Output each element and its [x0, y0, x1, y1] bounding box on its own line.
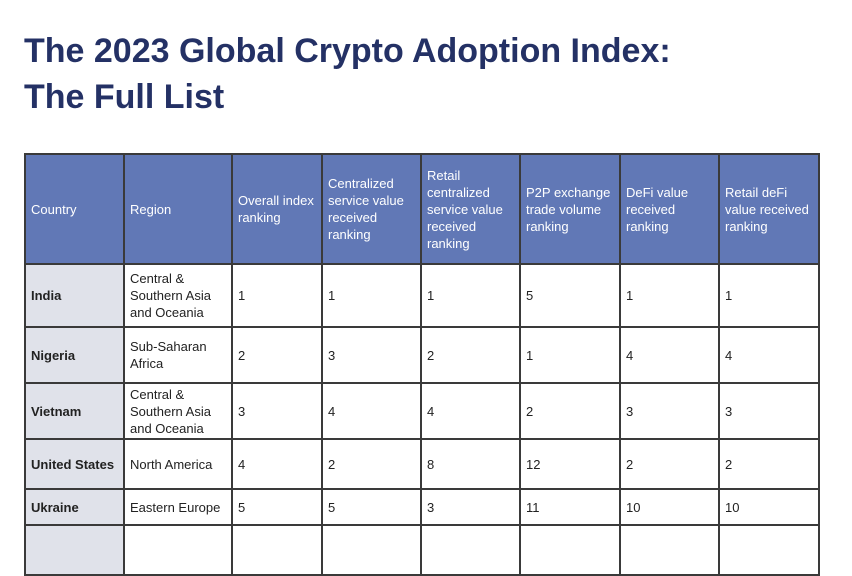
table-cell: 2	[231, 326, 323, 384]
table-cell: 10	[619, 488, 720, 526]
column-header: Region	[123, 153, 233, 265]
column-header: Retail centralized service value receive…	[420, 153, 521, 265]
country-cell: United States	[24, 438, 125, 490]
table-cell: 2	[619, 438, 720, 490]
table-cell: 4	[231, 438, 323, 490]
table-cell: 1	[519, 326, 621, 384]
country-cell: Ukraine	[24, 488, 125, 526]
page-title: The 2023 Global Crypto Adoption Index: T…	[24, 28, 671, 120]
table-cell	[519, 524, 621, 576]
country-cell: Nigeria	[24, 326, 125, 384]
table-row: Ukraine Eastern Europe 5 5 3 11 10 10	[24, 488, 820, 526]
column-header: Retail deFi value received ranking	[718, 153, 820, 265]
table-row: Nigeria Sub-Saharan Africa 2 3 2 1 4 4	[24, 326, 820, 384]
table-cell: 1	[619, 263, 720, 328]
table-cell	[420, 524, 521, 576]
page: The 2023 Global Crypto Adoption Index: T…	[24, 28, 820, 576]
table-body: India Central & Southern Asia and Oceania…	[24, 263, 820, 576]
table-cell: 1	[321, 263, 422, 328]
title-line: The Full List	[24, 78, 225, 116]
table-cell: 1	[718, 263, 820, 328]
table-cell: 5	[231, 488, 323, 526]
adoption-table: Country Region Overall index ranking Centra…	[24, 153, 820, 576]
table-cell: Eastern Europe	[123, 488, 233, 526]
table-cell: 3	[619, 382, 720, 440]
header-row: Country Region Overall index ranking Centra…	[24, 153, 820, 265]
table-cell: Sub-Saharan Africa	[123, 326, 233, 384]
table-cell: Central & Southern Asia and Oceania	[123, 382, 233, 440]
table-cell	[24, 524, 125, 576]
table-cell: 3	[420, 488, 521, 526]
table-cell: 3	[718, 382, 820, 440]
table-cell	[123, 524, 233, 576]
column-header: Country	[24, 153, 125, 265]
table-cell	[321, 524, 422, 576]
table-cell: 4	[420, 382, 521, 440]
column-header: Centralized service value received ranki…	[321, 153, 422, 265]
table-cell: 5	[321, 488, 422, 526]
table-cell: 5	[519, 263, 621, 328]
country-cell: Vietnam	[24, 382, 125, 440]
table-row	[24, 524, 820, 576]
table-cell: 2	[321, 438, 422, 490]
table-cell: 4	[321, 382, 422, 440]
table-cell: 2	[718, 438, 820, 490]
table-cell: 11	[519, 488, 621, 526]
table-row: India Central & Southern Asia and Oceania…	[24, 263, 820, 328]
table-cell: 2	[519, 382, 621, 440]
table-cell: 8	[420, 438, 521, 490]
table-row: Vietnam Central & Southern Asia and Ocean…	[24, 382, 820, 440]
table-cell: North America	[123, 438, 233, 490]
table-cell	[619, 524, 720, 576]
table-cell: 4	[718, 326, 820, 384]
table-cell: 3	[231, 382, 323, 440]
country-cell: India	[24, 263, 125, 328]
column-header: DeFi value received ranking	[619, 153, 720, 265]
table-cell: 1	[231, 263, 323, 328]
table-cell: 12	[519, 438, 621, 490]
table-cell: 2	[420, 326, 521, 384]
title-line: The 2023 Global Crypto Adoption Index:	[24, 32, 671, 70]
table-cell: 4	[619, 326, 720, 384]
column-header: Overall index ranking	[231, 153, 323, 265]
table-cell: 10	[718, 488, 820, 526]
table-row: United States North America 4 2 8 12 2 2	[24, 438, 820, 490]
table-cell	[718, 524, 820, 576]
table-cell	[231, 524, 323, 576]
table-cell: Central & Southern Asia and Oceania	[123, 263, 233, 328]
table-cell: 1	[420, 263, 521, 328]
column-header: P2P exchange trade volume ranking	[519, 153, 621, 265]
table-cell: 3	[321, 326, 422, 384]
